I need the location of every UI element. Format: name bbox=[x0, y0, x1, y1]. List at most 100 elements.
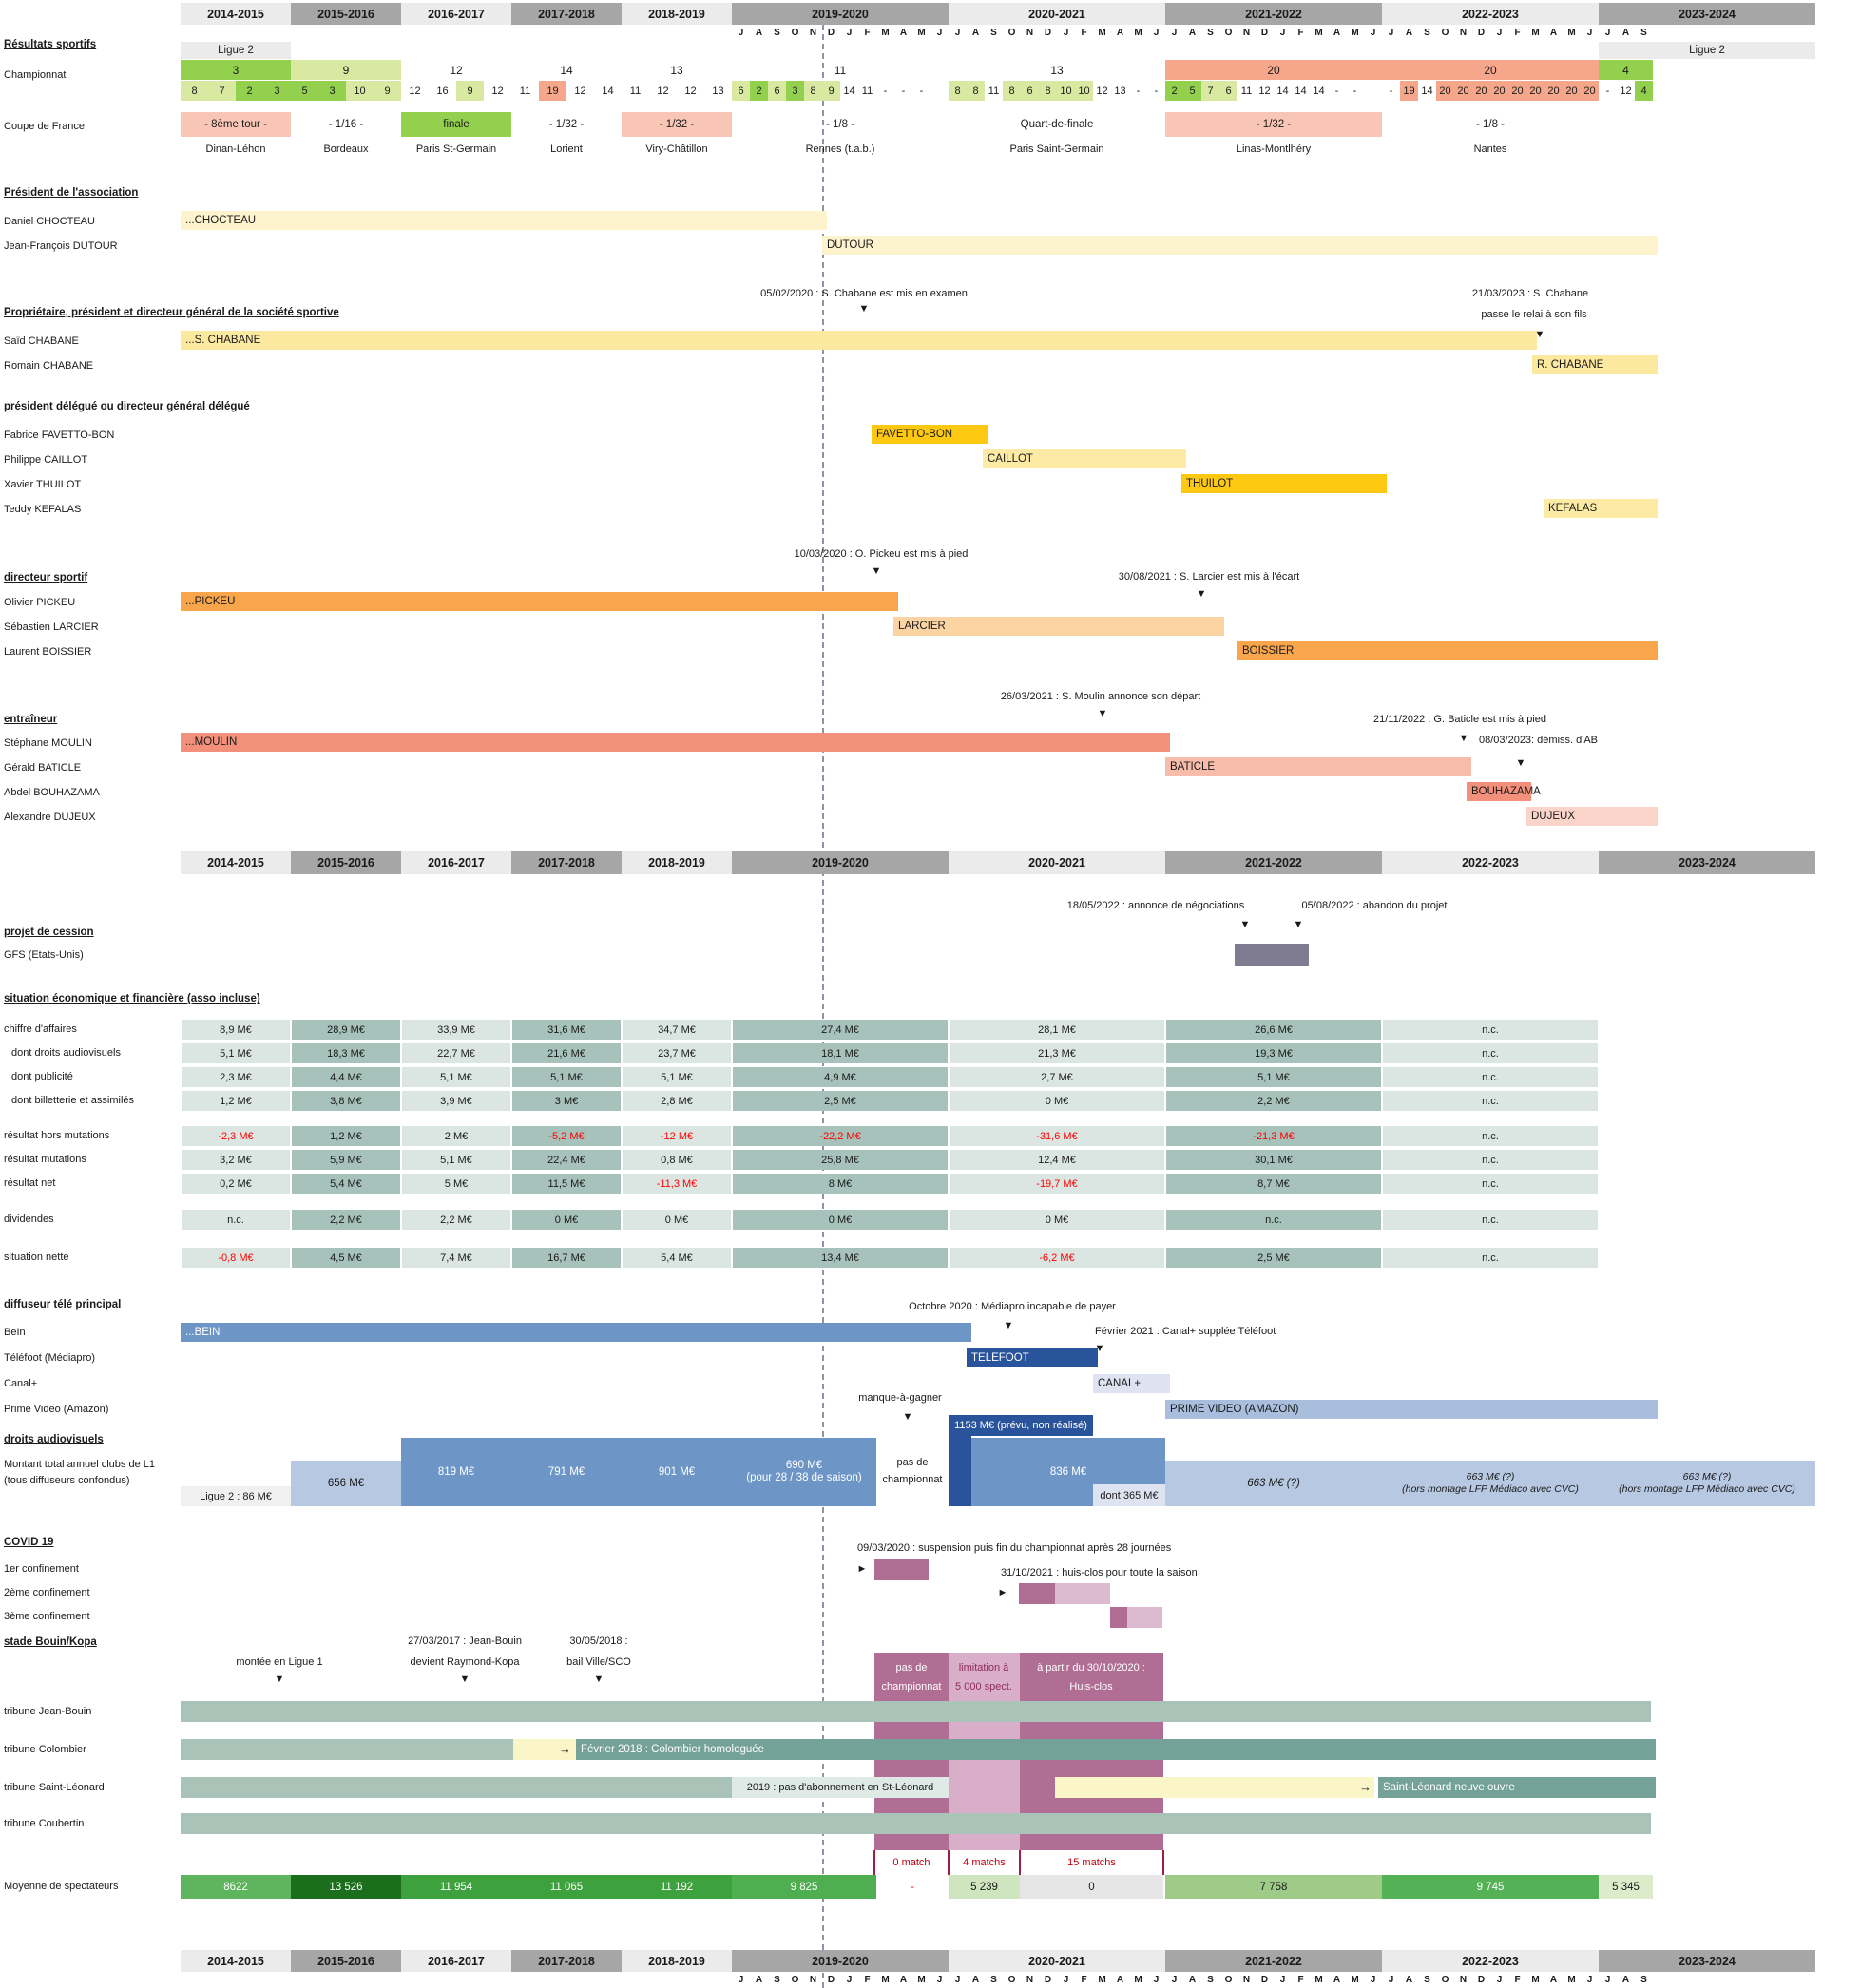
month-label: S bbox=[1207, 1975, 1214, 1985]
rank-cell: 8 bbox=[967, 81, 985, 101]
fin-cell: 2 M€ bbox=[402, 1126, 510, 1146]
month-label: J bbox=[1388, 28, 1394, 38]
timeline-bar-covid-1 bbox=[874, 1559, 929, 1580]
rank-cell: 7 bbox=[1201, 81, 1219, 101]
left-label: Moyenne de spectateurs bbox=[4, 1881, 119, 1892]
timeline-bar-rights-791: 791 M€ bbox=[511, 1438, 622, 1506]
rank-cell: 2 bbox=[1165, 81, 1183, 101]
match-count-separator bbox=[1162, 1850, 1164, 1875]
month-label: J bbox=[1063, 28, 1069, 38]
fin-cell: n.c. bbox=[1383, 1126, 1598, 1146]
fin-cell: 5,1 M€ bbox=[623, 1067, 731, 1087]
attendance-cell: 9 745 bbox=[1382, 1875, 1599, 1899]
month-label: A bbox=[1116, 28, 1124, 38]
left-label: Canal+ bbox=[4, 1378, 38, 1389]
month-label: M bbox=[1098, 1975, 1106, 1985]
tribune-bar-tribune-jean-bouin bbox=[181, 1701, 1651, 1722]
rank-final-cell: 11 bbox=[834, 63, 847, 77]
fin-cell: -0,8 M€ bbox=[182, 1248, 290, 1268]
month-label: D bbox=[1260, 1975, 1269, 1985]
marker-down-icon: ▼ bbox=[274, 1673, 285, 1685]
marker-down-icon: ▼ bbox=[1097, 708, 1108, 719]
bar-label: 690 M€ bbox=[785, 1460, 823, 1471]
rank-final-cell: 13 bbox=[670, 63, 683, 77]
left-label: GFS (Etats-Unis) bbox=[4, 949, 84, 961]
left-label: dont droits audiovisuels bbox=[11, 1047, 121, 1059]
marker-down-icon: ▼ bbox=[1458, 733, 1469, 744]
cup-result: - 1/32 - bbox=[548, 119, 585, 130]
bar-label: DUJEUX bbox=[1531, 811, 1576, 822]
fin-cell: 19,3 M€ bbox=[1166, 1043, 1381, 1063]
fin-cell: n.c. bbox=[1383, 1091, 1598, 1111]
annotation: devient Raymond-Kopa bbox=[410, 1656, 520, 1668]
cup-opponent: Dinan-Léhon bbox=[205, 143, 266, 155]
fin-cell: 5,1 M€ bbox=[402, 1067, 510, 1087]
fin-cell: -6,2 M€ bbox=[950, 1248, 1164, 1268]
month-label: J bbox=[1604, 1975, 1611, 1985]
timeline-bar-baticle: BATICLE bbox=[1165, 757, 1471, 776]
marker-down-icon: ▼ bbox=[1293, 919, 1304, 930]
annotation: passe le relai à son fils bbox=[1481, 309, 1587, 320]
timeline-bar-rights-1153-col bbox=[949, 1436, 971, 1506]
month-label: S bbox=[990, 28, 997, 38]
bar-label: 836 M€ bbox=[1049, 1466, 1087, 1478]
month-label: A bbox=[1188, 1975, 1197, 1985]
rank-cell: - bbox=[1389, 85, 1393, 97]
left-label: 2ème confinement bbox=[4, 1587, 90, 1598]
marker-down-icon: ▼ bbox=[1239, 919, 1251, 930]
fin-cell: n.c. bbox=[1383, 1150, 1598, 1170]
month-label: S bbox=[1640, 1975, 1647, 1985]
fin-cell: 4,9 M€ bbox=[733, 1067, 948, 1087]
month-label: J bbox=[936, 1975, 943, 1985]
fin-cell: 1,2 M€ bbox=[292, 1126, 400, 1146]
month-label: J bbox=[954, 28, 961, 38]
left-label: résultat hors mutations bbox=[4, 1130, 110, 1141]
annotation: championnat bbox=[882, 1474, 943, 1485]
bar-label: 901 M€ bbox=[658, 1466, 696, 1478]
rank-cell: 12 bbox=[1620, 85, 1632, 97]
left-label: tribune Saint-Léonard bbox=[4, 1782, 105, 1793]
fin-cell: 5,1 M€ bbox=[182, 1043, 290, 1063]
fin-cell: -19,7 M€ bbox=[950, 1174, 1164, 1194]
bar-label: ...S. CHABANE bbox=[185, 335, 261, 346]
season-header: 2016-2017 bbox=[401, 1950, 511, 1972]
annotation: 18/05/2022 : annonce de négociations bbox=[1066, 900, 1245, 911]
attendance-cell: 11 954 bbox=[401, 1875, 511, 1899]
fin-cell: 28,1 M€ bbox=[950, 1020, 1164, 1040]
fin-cell: 4,4 M€ bbox=[292, 1067, 400, 1087]
month-label: O bbox=[1441, 1975, 1449, 1985]
rank-cell: 4 bbox=[1635, 81, 1653, 101]
tribune-bar-tribune-st-leonard-4: Saint-Léonard neuve ouvre bbox=[1378, 1777, 1656, 1798]
rank-cell: 6 bbox=[1219, 81, 1237, 101]
rank-cell: - bbox=[919, 85, 924, 97]
month-label: N bbox=[1026, 1975, 1034, 1985]
left-label: Stéphane MOULIN bbox=[4, 737, 92, 749]
bar-label: BOUHAZAMA bbox=[1471, 786, 1541, 797]
left-label: Prime Video (Amazon) bbox=[4, 1404, 109, 1415]
rank-cell: 12 bbox=[684, 85, 697, 97]
left-label: Sébastien LARCIER bbox=[4, 621, 99, 633]
rank-cell: 12 bbox=[491, 85, 504, 97]
annotation: 05/08/2022 : abandon du projet bbox=[1301, 900, 1448, 911]
fin-cell: 3 M€ bbox=[512, 1091, 621, 1111]
cup-opponent: Linas-Montlhéry bbox=[1236, 143, 1312, 155]
rank-cell: 12 bbox=[409, 85, 421, 97]
month-label: A bbox=[1116, 1975, 1124, 1985]
fin-cell: 5 M€ bbox=[402, 1174, 510, 1194]
cup-opponent: Viry-Châtillon bbox=[645, 143, 708, 155]
timeline-bar-rights-901: 901 M€ bbox=[622, 1438, 732, 1506]
month-label: N bbox=[809, 1975, 817, 1985]
timeline-bar-prime-video: PRIME VIDEO (AMAZON) bbox=[1165, 1400, 1658, 1419]
covid-column-col-pas-de-championnat bbox=[874, 1653, 949, 1872]
annotation: bail Ville/SCO bbox=[566, 1656, 631, 1668]
fin-cell: n.c. bbox=[182, 1210, 290, 1230]
month-label: M bbox=[881, 28, 890, 38]
rank-cell: 9 bbox=[374, 81, 401, 101]
match-count-box: 0 match bbox=[874, 1850, 949, 1875]
marker-down-icon: ▼ bbox=[902, 1411, 913, 1423]
left-label: président délégué ou directeur général d… bbox=[4, 401, 250, 412]
month-label: J bbox=[846, 1975, 853, 1985]
season-header: 2019-2020 bbox=[732, 3, 949, 25]
fin-cell: 13,4 M€ bbox=[733, 1248, 948, 1268]
month-label: J bbox=[1496, 28, 1503, 38]
